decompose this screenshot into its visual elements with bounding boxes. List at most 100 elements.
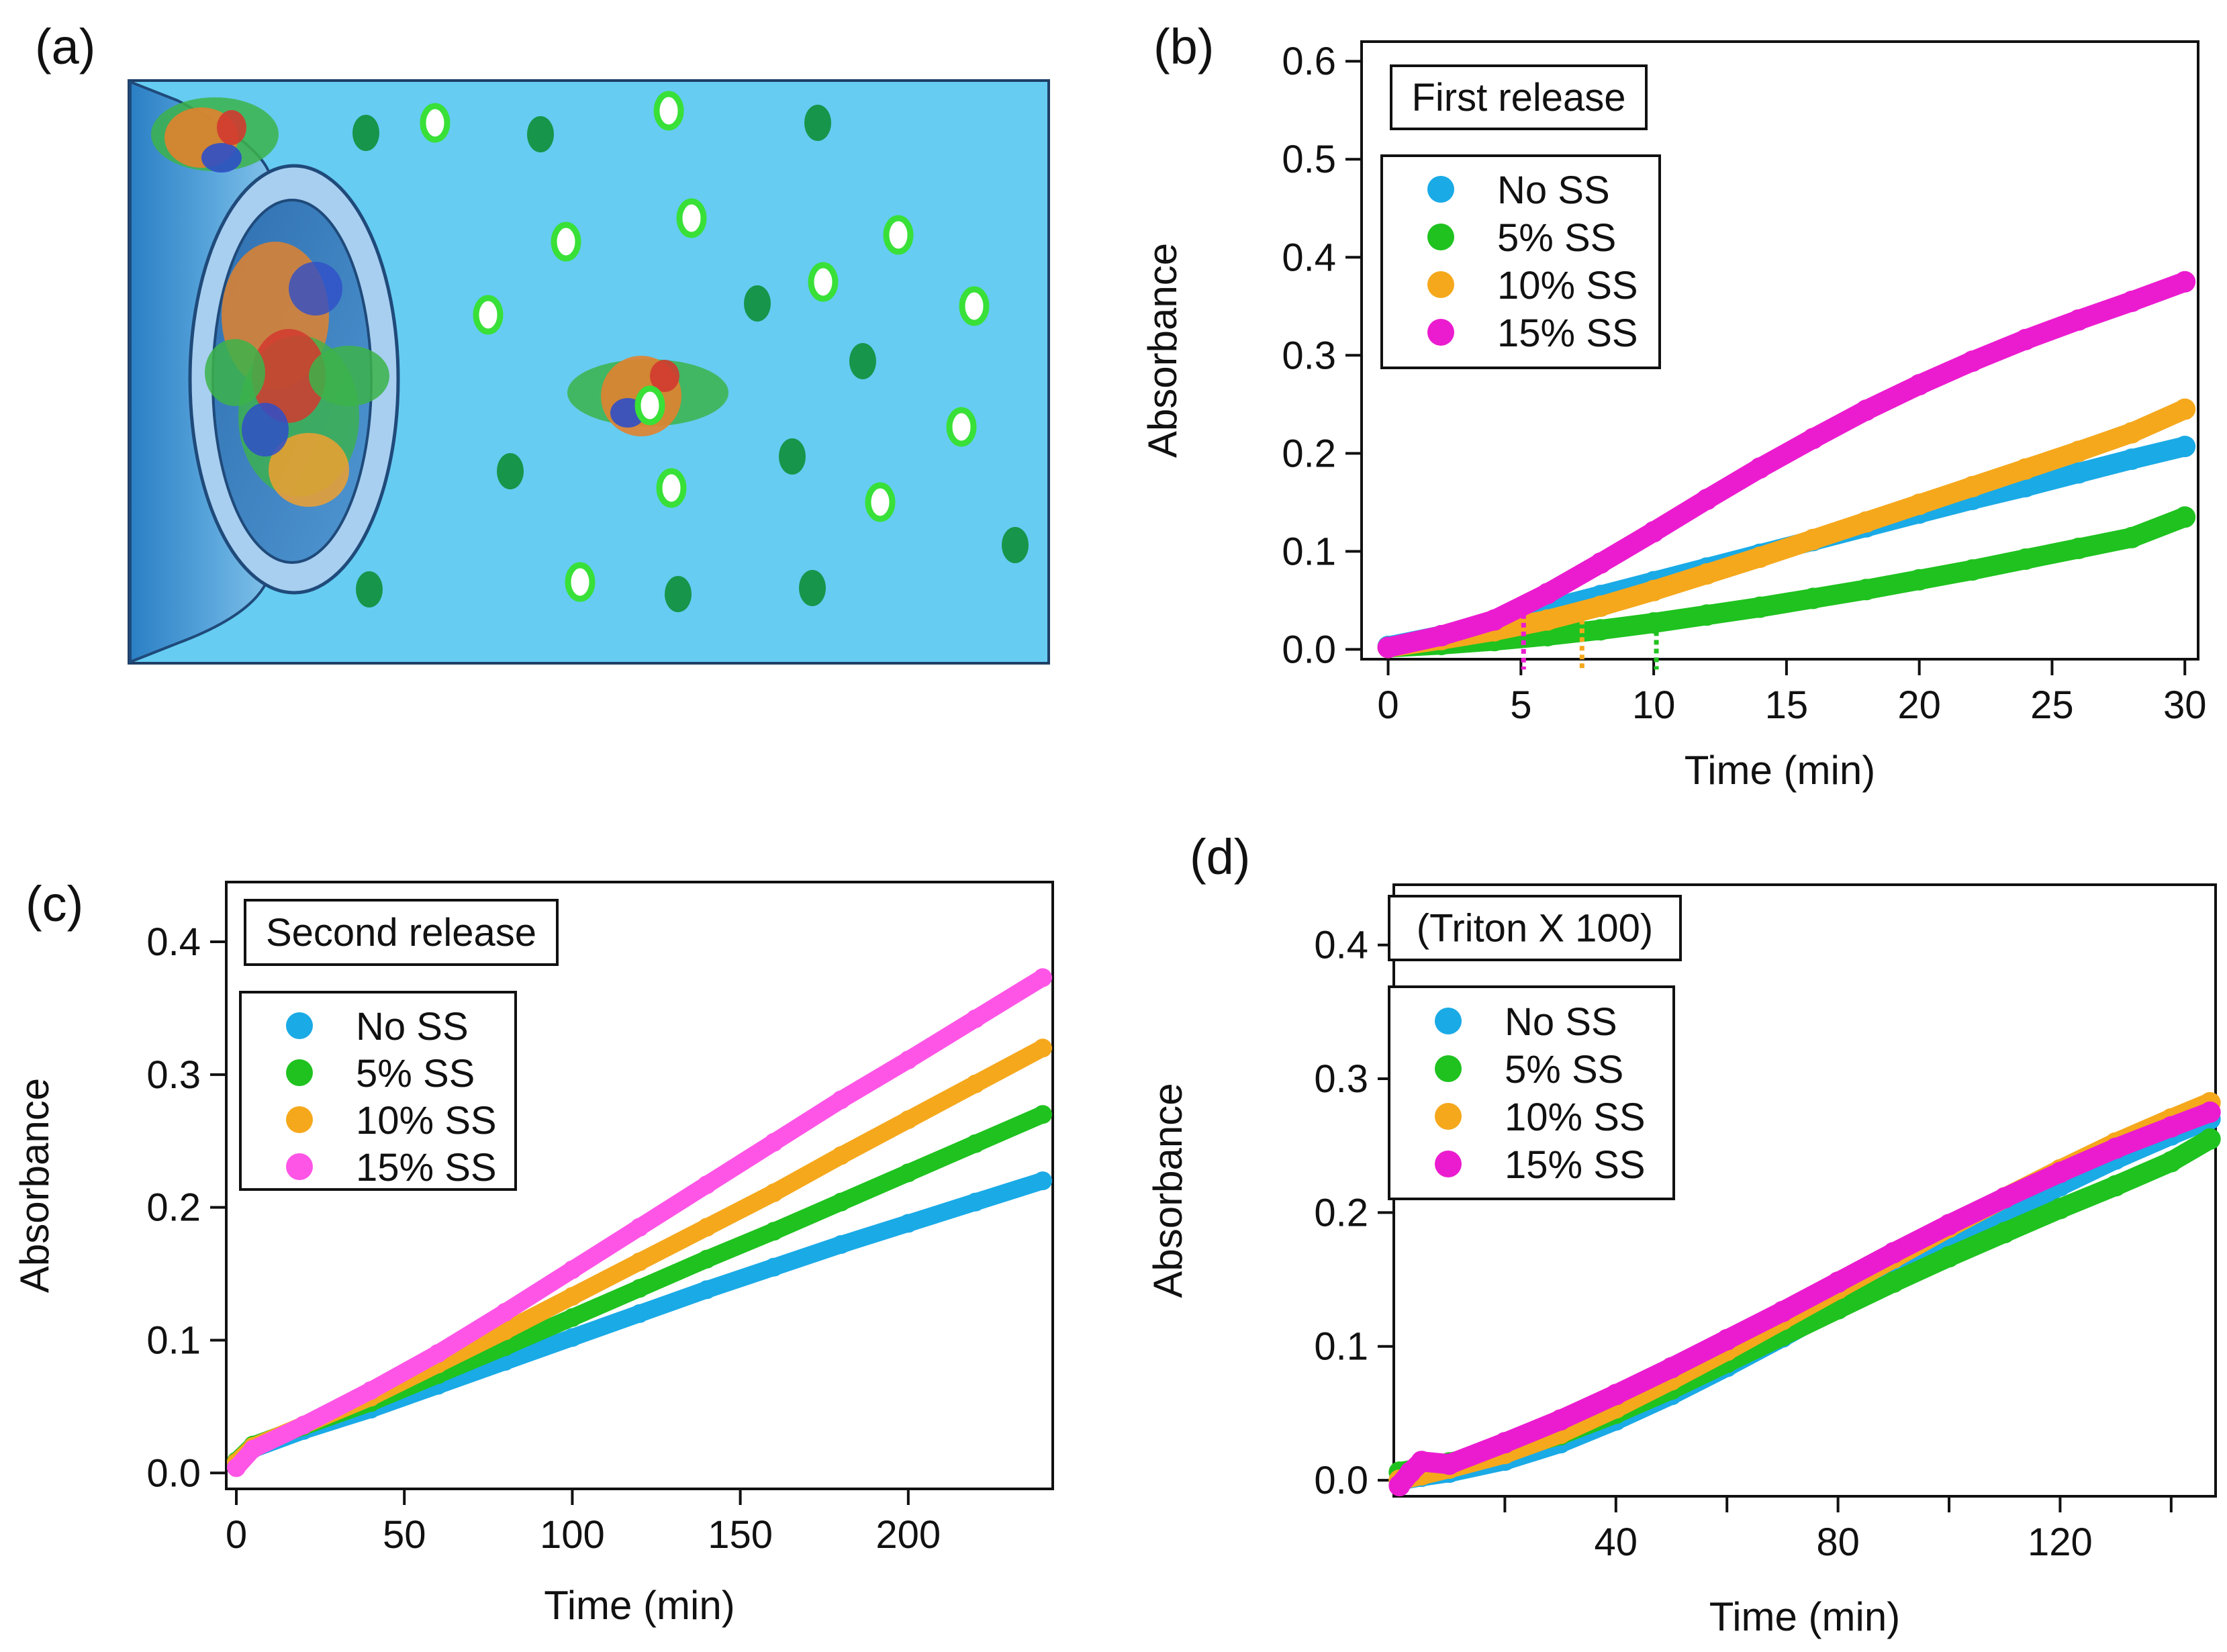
data-point xyxy=(764,1183,784,1202)
schematic-panel xyxy=(128,79,1050,665)
data-point xyxy=(2121,526,2143,548)
x-tick-label: 150 xyxy=(708,1513,773,1557)
data-point xyxy=(1908,374,1930,396)
data-point xyxy=(1605,1383,1627,1406)
dark-marker xyxy=(849,343,876,379)
data-point xyxy=(361,1381,381,1400)
data-point xyxy=(1643,521,1665,543)
data-point xyxy=(1961,476,1983,497)
data-point xyxy=(2068,538,2089,559)
data-point xyxy=(1483,609,1505,631)
dark-markers xyxy=(352,105,1029,612)
legend-label: 15% SS xyxy=(1505,1143,1646,1187)
legend-marker xyxy=(1427,271,1454,298)
legend-label: No SS xyxy=(1497,168,1610,212)
data-point xyxy=(1827,1298,1849,1320)
data-point xyxy=(1961,559,1983,581)
data-point xyxy=(1993,1222,2016,1244)
legend-marker xyxy=(1435,1103,1462,1130)
data-point xyxy=(2105,1175,2127,1197)
x-tick-label: 100 xyxy=(540,1513,605,1557)
data-point xyxy=(831,1090,851,1110)
data-point xyxy=(495,1321,515,1341)
x-tick-label: 30 xyxy=(2163,683,2207,727)
data-point xyxy=(2160,1116,2182,1138)
data-point xyxy=(2068,309,2089,331)
y-tick-label: 0.4 xyxy=(146,920,201,964)
data-point xyxy=(2174,271,2196,293)
y-tick-label: 0.5 xyxy=(1282,138,1336,181)
data-point xyxy=(294,1416,314,1435)
y-axis-title: Absorbance xyxy=(1145,1083,1190,1298)
data-point xyxy=(831,1235,851,1254)
data-point xyxy=(1908,493,1930,516)
series-15-ss xyxy=(227,968,1052,1477)
data-point xyxy=(1749,596,1771,618)
data-point xyxy=(2068,462,2089,484)
plot-frame xyxy=(225,881,1054,1490)
panel-label-d: (d) xyxy=(1190,829,1250,885)
data-point xyxy=(2199,1101,2221,1123)
legend-label: 15% SS xyxy=(356,1146,497,1189)
data-point xyxy=(697,1175,716,1194)
open-marker xyxy=(420,103,451,143)
data-point xyxy=(1643,579,1665,601)
data-point xyxy=(764,1132,784,1152)
data-point xyxy=(1827,1271,1849,1294)
data-point xyxy=(965,1134,985,1153)
x-tick-label: 5 xyxy=(1510,683,1531,727)
legend-label: 10% SS xyxy=(1505,1096,1646,1139)
data-point xyxy=(898,1214,918,1233)
legend-marker xyxy=(1435,1055,1462,1082)
open-marker xyxy=(865,482,896,522)
data-point xyxy=(1716,1328,1738,1351)
legend-label: 10% SS xyxy=(1497,264,1638,307)
x-axis-title: Time (min) xyxy=(1709,1594,1900,1639)
open-marker xyxy=(808,262,839,302)
chart-panel-d: 0.0 0.1 0.2 0.3 0.4 40 80 120 Time (min) Absorban… xyxy=(1145,883,2221,1639)
chart-title: First release xyxy=(1411,76,1625,119)
dark-marker xyxy=(665,576,692,612)
data-point xyxy=(2121,448,2143,471)
open-marker xyxy=(634,385,665,426)
chart-panel-b: 0.0 0.1 0.2 0.3 0.4 0.5 0.6 0 5 10 15 20 25 30 Time (m… xyxy=(1140,40,2206,793)
data-point xyxy=(630,1304,649,1323)
x-tick-label: 25 xyxy=(2030,683,2074,727)
data-point xyxy=(244,1439,263,1459)
data-point xyxy=(1430,625,1452,646)
data-point xyxy=(1696,489,1718,510)
data-point xyxy=(1938,1246,1960,1268)
data-point xyxy=(2174,436,2196,458)
series-line xyxy=(228,969,1051,1477)
data-point xyxy=(1696,604,1718,626)
data-point xyxy=(1536,583,1558,605)
chart-panel-c: 0.0 0.1 0.2 0.3 0.4 0 50 100 150 200 Time (min) Abs… xyxy=(12,881,1054,1628)
data-point xyxy=(1771,1300,1793,1322)
dark-marker xyxy=(744,285,771,322)
legend-label: 10% SS xyxy=(356,1099,497,1143)
series-no-ss xyxy=(227,1171,1052,1475)
data-point xyxy=(495,1302,515,1322)
data-point xyxy=(1550,1409,1572,1431)
open-marker xyxy=(946,407,977,447)
data-point xyxy=(1802,528,1824,550)
series-15-ss xyxy=(1388,1101,2221,1497)
legend-label: 15% SS xyxy=(1497,311,1638,355)
data-point xyxy=(1033,1038,1052,1058)
x-tick-label: 0 xyxy=(226,1513,247,1557)
data-point xyxy=(764,1222,784,1241)
data-point xyxy=(428,1344,448,1363)
data-point xyxy=(1802,428,1824,450)
x-tick-label: 0 xyxy=(1377,683,1399,727)
y-tick-label: 0.0 xyxy=(1282,628,1336,671)
panel-label-a: (a) xyxy=(35,19,95,75)
panel-label-c: (c) xyxy=(26,876,83,932)
y-tick-label: 0.3 xyxy=(146,1053,201,1097)
y-tick-label: 0.0 xyxy=(1314,1459,1368,1502)
dark-marker xyxy=(779,438,806,475)
data-point xyxy=(1494,1432,1516,1454)
open-marker xyxy=(653,91,684,131)
data-point xyxy=(697,1280,716,1300)
y-tick-label: 0.3 xyxy=(1314,1057,1368,1101)
legend-marker xyxy=(1435,1151,1462,1177)
